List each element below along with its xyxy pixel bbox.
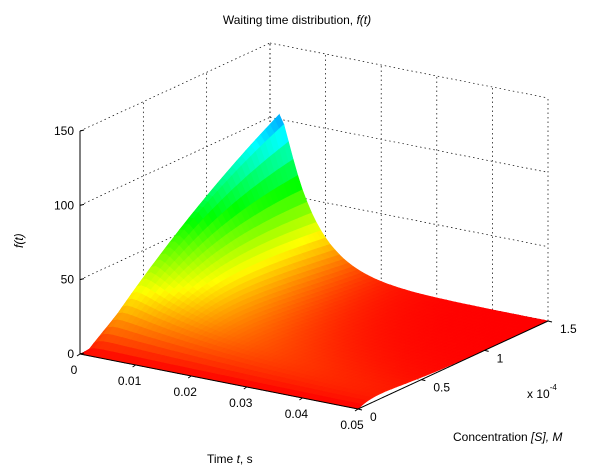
x-axis-line: [79, 353, 359, 410]
z-tick-mark: [79, 203, 85, 206]
x-tick-label: 0.01: [118, 374, 142, 388]
tick-layer: 0 0.01 0.02 0.03 0.04 0.05 0 0.5 1 1.5 0 50 100 150: [54, 124, 577, 432]
x-tick-label: 0.05: [340, 418, 364, 432]
y-tick-label: 1: [497, 351, 504, 365]
axes-layer: [79, 131, 549, 410]
y-axis-line: [357, 320, 549, 410]
z-tick-mark: [79, 129, 85, 132]
y-tick-label: 1.5: [560, 322, 577, 336]
x-tick-mark: [76, 353, 81, 357]
x-axis-label: Time t, s: [207, 452, 253, 466]
y-axis-exponent: x 10-4: [527, 383, 557, 401]
x-tick-label: 0: [71, 363, 78, 377]
x-tick-label: 0.03: [229, 396, 253, 410]
chart-title: Waiting time distribution, f(t): [222, 13, 372, 27]
x-tick-mark: [354, 408, 359, 412]
grid-line: [269, 42, 549, 99]
x-tick-mark: [243, 386, 248, 390]
z-tick-label: 100: [54, 198, 74, 212]
z-tick-mark: [79, 352, 85, 355]
x-tick-mark: [132, 364, 136, 368]
y-tick-label: 0: [370, 410, 377, 424]
x-tick-label: 0.02: [174, 385, 198, 399]
y-tick-mark: [357, 408, 363, 411]
y-axis-label: Concentration [S], M: [453, 430, 563, 444]
z-tick-label: 50: [61, 273, 75, 287]
z-tick-mark: [79, 278, 85, 281]
z-tick-label: 150: [54, 124, 74, 138]
z-tick-label: 0: [67, 347, 74, 361]
y-tick-mark: [484, 349, 489, 352]
y-tick-label: 0.5: [433, 381, 450, 395]
surface-layer: [79, 113, 549, 410]
x-tick-mark: [299, 397, 303, 401]
grid-line: [79, 42, 271, 132]
y-tick-mark: [547, 320, 553, 323]
grid-line: [269, 116, 549, 173]
x-tick-mark: [187, 375, 192, 379]
y-tick-mark: [421, 379, 426, 382]
x-tick-label: 0.04: [285, 407, 309, 421]
grid-line: [79, 117, 271, 206]
z-axis-label: f(t): [12, 233, 26, 248]
